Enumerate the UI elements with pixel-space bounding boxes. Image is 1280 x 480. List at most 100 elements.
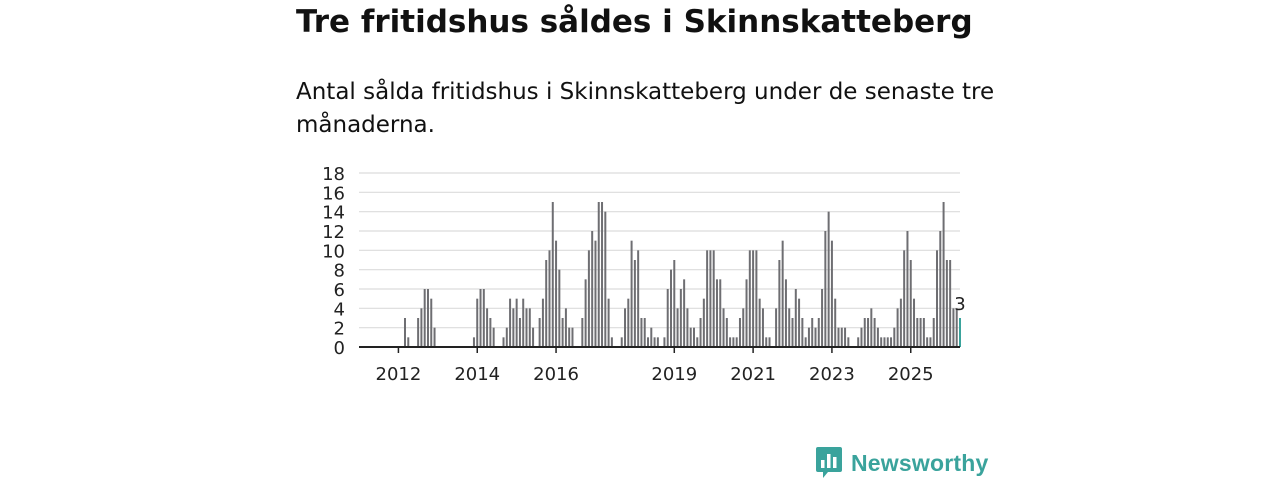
bar (811, 318, 814, 347)
bar (568, 327, 571, 347)
bar (509, 298, 512, 347)
bar (830, 240, 833, 347)
y-tick-label: 6 (334, 280, 345, 301)
bar (607, 298, 610, 347)
bar (840, 327, 843, 347)
bar (653, 337, 656, 347)
bar (689, 327, 692, 347)
bar (640, 318, 643, 347)
bar (407, 337, 410, 347)
bar (433, 327, 436, 347)
bar (679, 289, 682, 347)
y-tick-label: 18 (322, 164, 345, 185)
bar (558, 269, 561, 347)
bar (899, 298, 902, 347)
last-value-label: 3 (954, 294, 965, 315)
bar (801, 318, 804, 347)
y-tick-label: 12 (322, 222, 345, 243)
bar (949, 260, 952, 347)
bar (890, 337, 893, 347)
bar (489, 318, 492, 347)
bar (683, 279, 686, 347)
bar (745, 279, 748, 347)
bar (699, 318, 702, 347)
bar (426, 289, 429, 347)
bar (692, 327, 695, 347)
bar (863, 318, 866, 347)
bar (857, 337, 860, 347)
bar (472, 337, 475, 347)
x-tick-label: 2012 (376, 364, 422, 385)
bar (821, 289, 824, 347)
bar (926, 337, 929, 347)
bar (752, 250, 755, 347)
bar (791, 318, 794, 347)
bar (886, 337, 889, 347)
bar (584, 279, 587, 347)
bar (486, 308, 489, 347)
bar (518, 318, 521, 347)
bar (932, 318, 935, 347)
bar (627, 298, 630, 347)
chart-title: Tre fritidshus såldes i Skinnskatteberg (296, 4, 973, 40)
bar (876, 327, 879, 347)
y-tick-label: 10 (322, 241, 345, 262)
bar (844, 327, 847, 347)
bar (755, 250, 758, 347)
bar (541, 298, 544, 347)
bar (601, 202, 604, 347)
bar (867, 318, 870, 347)
bar (532, 327, 535, 347)
bar (423, 289, 426, 347)
bar (725, 318, 728, 347)
bar (781, 240, 784, 347)
bar (939, 231, 942, 347)
bar (715, 279, 718, 347)
bar (798, 298, 801, 347)
bar (827, 211, 830, 347)
bar (784, 279, 787, 347)
bar (538, 318, 541, 347)
bar (768, 337, 771, 347)
bar (761, 308, 764, 347)
bar (525, 308, 528, 347)
bar (594, 240, 597, 347)
bar (597, 202, 600, 347)
bar (778, 260, 781, 347)
bar (633, 260, 636, 347)
bar (909, 260, 912, 347)
bar (870, 308, 873, 347)
bar (420, 308, 423, 347)
bar (834, 298, 837, 347)
bar (548, 250, 551, 347)
bar (564, 308, 567, 347)
bar (735, 337, 738, 347)
bar (643, 318, 646, 347)
bar (775, 308, 778, 347)
bar (913, 298, 916, 347)
bar (403, 318, 406, 347)
bar (666, 289, 669, 347)
bar (587, 250, 590, 347)
bar (919, 318, 922, 347)
bar (814, 327, 817, 347)
bar (709, 250, 712, 347)
brand-logo[interactable]: Newsworthy (815, 446, 988, 480)
bar (610, 337, 613, 347)
bar (673, 260, 676, 347)
bar (807, 327, 810, 347)
bar (561, 318, 564, 347)
highlight-bar (959, 318, 961, 347)
x-tick-label: 2019 (651, 364, 697, 385)
bar (896, 308, 899, 347)
bar (748, 250, 751, 347)
bar (719, 279, 722, 347)
bar (942, 202, 945, 347)
bar (522, 298, 525, 347)
bar (922, 318, 925, 347)
bar (945, 260, 948, 347)
bar (656, 337, 659, 347)
bar (893, 327, 896, 347)
y-tick-label: 2 (334, 319, 345, 340)
